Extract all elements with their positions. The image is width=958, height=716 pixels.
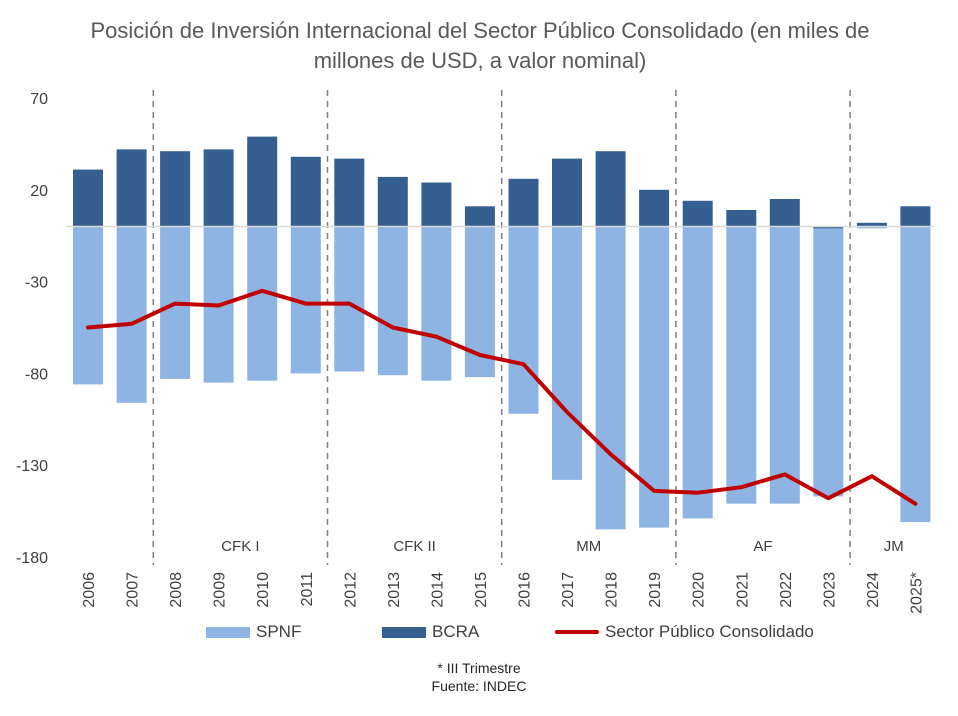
x-tick-label: 2020 [691, 572, 708, 608]
x-tick-label: 2013 [386, 572, 403, 608]
bar-bcra-2012 [334, 158, 365, 227]
x-tick-label: 2014 [429, 572, 446, 608]
y-tick-labels: 70 20 -30 -80 -130 -180 [16, 91, 48, 567]
bar-spnf-2021 [726, 226, 757, 504]
period-labels: CFK I CFK II MM AF JM [221, 538, 903, 555]
y-tick-label: -30 [25, 275, 48, 292]
legend-label-spnf: SPNF [256, 622, 302, 641]
period-label: JM [884, 538, 904, 555]
x-tick-label: 2025* [908, 572, 925, 614]
x-tick-label: 2009 [212, 572, 229, 608]
legend-swatch-spnf [206, 626, 250, 638]
bar-bcra-2013 [377, 176, 408, 227]
y-tick-label: -180 [16, 550, 48, 567]
bar-spnf-2019 [639, 226, 670, 528]
bar-bcra-2023 [813, 226, 844, 229]
chart-notes: * III Trimestre Fuente: INDEC [0, 659, 958, 695]
x-tick-label: 2011 [299, 572, 316, 607]
bar-spnf-2014 [421, 226, 452, 381]
y-tick-label: 70 [30, 91, 48, 108]
period-label: CFK I [221, 538, 259, 555]
bar-bcra-2022 [769, 199, 800, 227]
x-tick-labels: 2006 2007 2008 2009 2010 2011 2012 2013 2014 2015… [81, 572, 925, 614]
period-label: AF [753, 538, 772, 555]
legend-swatch-bcra [382, 626, 426, 638]
bar-bcra-2011 [290, 156, 321, 227]
x-tick-label: 2007 [125, 572, 142, 608]
bar-bcra-2006 [73, 169, 103, 227]
period-label: CFK II [393, 538, 436, 555]
legend-item-bcra: BCRA [382, 622, 479, 642]
bar-bcra-2009 [203, 149, 234, 227]
x-tick-label: 2012 [342, 572, 359, 608]
legend-label-consolidado: Sector Público Consolidado [605, 622, 814, 641]
legend-item-consolidado: Sector Público Consolidado [555, 622, 814, 642]
bar-bcra-2010 [247, 136, 278, 227]
bar-spnf-2020 [682, 226, 713, 519]
bar-bcra-2016 [508, 178, 539, 227]
bar-bcra-2018 [595, 151, 626, 227]
x-tick-label: 2010 [255, 572, 272, 608]
bar-spnf-2017 [552, 226, 582, 480]
x-tick-label: 2016 [517, 572, 534, 608]
bar-spnf-2023 [813, 226, 844, 497]
legend: SPNF BCRA Sector Público Consolidado [0, 622, 958, 646]
x-tick-label: 2006 [81, 572, 98, 608]
x-tick-label: 2018 [604, 572, 621, 608]
line-sector-publico-consolidado [86, 288, 918, 506]
footnote: * III Trimestre [437, 660, 521, 676]
bar-spnf-2025 [900, 226, 931, 523]
y-tick-label: -80 [25, 366, 48, 383]
bar-marks [73, 136, 931, 530]
y-tick-label: -130 [16, 458, 48, 475]
legend-swatch-consolidado [555, 630, 599, 634]
bar-spnf-2016 [508, 226, 539, 414]
bar-bcra-2020 [682, 200, 713, 227]
bar-bcra-2014 [421, 182, 452, 227]
x-tick-label: 2021 [734, 572, 751, 608]
x-tick-label: 2022 [778, 572, 795, 608]
bar-spnf-2013 [377, 226, 408, 376]
bar-bcra-2019 [639, 189, 670, 227]
x-tick-label: 2008 [168, 572, 185, 608]
bar-spnf-2010 [247, 226, 278, 381]
bar-spnf-2006 [73, 226, 103, 385]
period-label: MM [576, 538, 601, 555]
bar-bcra-2021 [726, 210, 757, 227]
x-tick-label: 2024 [865, 572, 882, 608]
period-dividers [152, 90, 851, 565]
bar-spnf-2012 [334, 226, 365, 372]
bar-bcra-2008 [160, 151, 191, 227]
x-tick-label: 2017 [560, 572, 577, 608]
x-tick-label: 2015 [473, 572, 490, 608]
bar-spnf-2022 [769, 226, 800, 504]
line-series [86, 288, 918, 506]
bar-spnf-2018 [595, 226, 626, 530]
bar-bcra-2025 [900, 206, 931, 227]
x-tick-label: 2023 [821, 572, 838, 608]
x-tick-label: 2019 [647, 572, 664, 608]
bar-spnf-2024 [856, 226, 887, 229]
legend-item-spnf: SPNF [206, 622, 301, 642]
chart-title: Posición de Inversión Internacional del … [90, 18, 870, 73]
bar-bcra-2024 [856, 222, 887, 227]
bar-bcra-2017 [552, 158, 582, 227]
source-note: Fuente: INDEC [431, 678, 527, 694]
legend-label-bcra: BCRA [432, 622, 480, 641]
y-tick-label: 20 [30, 183, 48, 200]
bar-bcra-2007 [116, 149, 147, 227]
bar-spnf-2007 [116, 226, 147, 403]
bar-bcra-2015 [464, 206, 495, 227]
